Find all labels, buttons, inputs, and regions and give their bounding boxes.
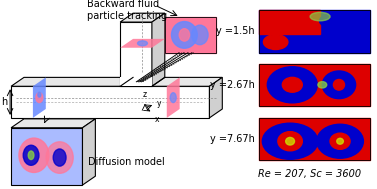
Bar	[165, 17, 216, 53]
Ellipse shape	[170, 93, 176, 103]
Ellipse shape	[264, 35, 288, 50]
Bar	[259, 118, 370, 160]
Polygon shape	[33, 77, 46, 118]
Text: Diffusion model: Diffusion model	[89, 157, 165, 167]
Bar	[259, 10, 370, 53]
Bar	[259, 10, 370, 53]
Ellipse shape	[286, 137, 294, 145]
Ellipse shape	[278, 132, 302, 151]
Ellipse shape	[23, 145, 39, 165]
Polygon shape	[11, 119, 95, 128]
Ellipse shape	[318, 82, 327, 88]
Ellipse shape	[19, 138, 49, 172]
Bar	[259, 118, 370, 160]
Polygon shape	[167, 77, 180, 118]
Text: z: z	[143, 90, 147, 99]
Ellipse shape	[320, 12, 359, 29]
Text: y =1.5h: y =1.5h	[216, 26, 255, 36]
Ellipse shape	[38, 92, 41, 97]
Polygon shape	[209, 77, 222, 118]
Ellipse shape	[46, 142, 73, 173]
Bar	[259, 64, 370, 106]
Text: Backward fluid
particle tracking: Backward fluid particle tracking	[87, 0, 167, 21]
Ellipse shape	[282, 77, 302, 92]
Ellipse shape	[36, 93, 43, 103]
Polygon shape	[120, 13, 165, 22]
Bar	[120, 22, 152, 86]
Ellipse shape	[179, 29, 190, 41]
Bar	[259, 64, 370, 106]
Bar	[120, 77, 152, 86]
Polygon shape	[120, 39, 165, 48]
Bar	[11, 128, 83, 185]
Text: x: x	[155, 115, 159, 124]
Ellipse shape	[172, 22, 197, 48]
Text: y: y	[157, 98, 161, 108]
Ellipse shape	[267, 67, 317, 103]
Ellipse shape	[330, 133, 350, 149]
Text: y =7.67h: y =7.67h	[210, 134, 255, 144]
Bar	[259, 10, 320, 34]
Ellipse shape	[262, 123, 318, 159]
Polygon shape	[11, 77, 222, 86]
Ellipse shape	[53, 149, 66, 166]
Bar	[165, 17, 216, 53]
Bar	[11, 86, 209, 118]
Ellipse shape	[322, 71, 356, 99]
Ellipse shape	[138, 41, 147, 46]
Polygon shape	[152, 13, 165, 86]
Ellipse shape	[333, 80, 345, 90]
Ellipse shape	[28, 151, 34, 160]
Text: h: h	[1, 97, 7, 107]
Ellipse shape	[317, 124, 363, 158]
Text: Re = 207, Sc = 3600: Re = 207, Sc = 3600	[258, 169, 361, 179]
Ellipse shape	[192, 25, 208, 45]
Text: y =2.67h: y =2.67h	[210, 80, 255, 90]
Ellipse shape	[337, 138, 343, 144]
Ellipse shape	[310, 12, 330, 21]
Polygon shape	[83, 119, 95, 185]
